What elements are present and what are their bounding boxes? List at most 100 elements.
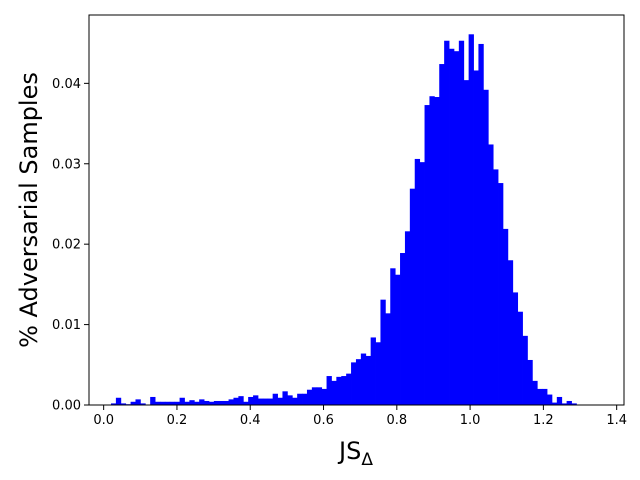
histogram-bar	[429, 96, 435, 405]
y-tick-label: 0.02	[52, 238, 81, 253]
histogram-bar	[140, 403, 146, 405]
histogram-bar	[341, 376, 347, 405]
histogram-bar	[365, 355, 372, 405]
y-tick-label: 0.00	[52, 399, 81, 414]
x-tick-label: 1.0	[460, 413, 481, 428]
plot-frame	[88, 14, 625, 406]
histogram-bar	[204, 400, 210, 405]
histogram-bar	[439, 64, 445, 406]
histogram-bar	[257, 398, 264, 405]
histogram-bar	[159, 401, 166, 405]
histogram-bar	[424, 105, 430, 405]
histogram-bar	[488, 144, 494, 405]
histogram-bar	[184, 401, 190, 405]
histogram-bar	[566, 400, 572, 405]
histogram-bar	[228, 399, 234, 405]
histogram-bar	[272, 393, 278, 405]
histogram-bar	[346, 373, 352, 405]
histogram-bar	[238, 396, 244, 405]
histogram-bar	[395, 274, 401, 405]
histogram-bar	[297, 393, 303, 405]
x-axis-title: JSΔ	[337, 437, 373, 470]
histogram-bar	[498, 183, 504, 405]
histogram-bar	[351, 362, 357, 405]
histogram-bar	[404, 231, 411, 405]
histogram-bar	[375, 342, 381, 405]
histogram-bar	[321, 388, 327, 405]
histogram-bar	[360, 353, 367, 405]
histogram-bar	[507, 260, 514, 405]
histogram-bar	[414, 158, 421, 405]
histogram-bar	[473, 70, 479, 405]
histogram-bar	[331, 380, 337, 405]
x-tick-label: 0.8	[386, 413, 407, 428]
histogram-bar	[213, 400, 220, 405]
histogram-bar	[512, 292, 519, 405]
x-tick-label: 0.4	[240, 413, 261, 428]
histogram-bar	[302, 393, 308, 405]
histogram-bar	[189, 400, 195, 405]
histogram-bar	[483, 89, 489, 405]
y-tick-label: 0.03	[52, 157, 81, 172]
plot-area	[89, 15, 624, 405]
histogram-bar	[522, 335, 528, 405]
histogram-bar	[155, 401, 161, 405]
x-tick-label: 0.2	[167, 413, 188, 428]
histogram-bar	[194, 401, 200, 405]
histogram-bar	[287, 395, 293, 405]
histogram-bar	[243, 401, 249, 405]
histogram-bar	[311, 387, 318, 405]
histogram-bar	[478, 43, 484, 405]
histogram-bar	[453, 51, 460, 405]
histogram-bar	[233, 397, 239, 405]
histogram-bar	[169, 401, 176, 405]
histogram-bar	[385, 313, 391, 405]
histogram-bar	[468, 34, 474, 406]
histogram-bar	[306, 389, 313, 405]
histogram-bar	[326, 376, 332, 405]
histogram-bar	[316, 387, 323, 405]
histogram-bar	[380, 299, 386, 405]
histogram-bar	[135, 399, 141, 405]
histogram-bar	[115, 397, 122, 405]
histogram-bar	[164, 401, 171, 405]
histogram-bar	[248, 396, 254, 405]
histogram-bar	[537, 388, 543, 405]
histogram-bar	[409, 188, 416, 405]
y-axis-title: % Adversarial Samples	[15, 72, 43, 348]
histogram-bar	[179, 397, 185, 405]
y-axis-ticks: 0.00 0.01 0.02 0.03 0.04	[52, 77, 89, 414]
histogram-bar	[253, 395, 259, 405]
histogram-bar	[390, 268, 396, 405]
histogram-bar	[150, 396, 156, 405]
histogram-bar	[110, 403, 117, 405]
histogram-bar	[449, 48, 455, 406]
x-tick-label: 1.4	[606, 413, 627, 428]
histogram-bar	[419, 162, 425, 405]
histogram-bar	[262, 398, 269, 405]
histogram-bar	[174, 401, 180, 405]
y-tick-label: 0.01	[52, 318, 81, 333]
histogram-bar	[444, 40, 450, 405]
histogram-bar	[463, 80, 470, 405]
histogram-bar	[277, 397, 283, 405]
x-tick-label: 1.2	[533, 413, 554, 428]
histogram-bar	[218, 400, 225, 405]
histogram-bar	[355, 359, 362, 405]
histogram-bar	[556, 396, 563, 405]
histogram-bar	[434, 97, 440, 406]
x-tick-label: 0.0	[93, 413, 114, 428]
histogram-bar	[370, 337, 376, 405]
histogram-bar	[547, 394, 553, 405]
histogram-bar	[292, 397, 298, 405]
histogram-bar	[532, 380, 538, 405]
histogram-bar	[502, 228, 509, 405]
histogram-bar	[282, 391, 288, 405]
histogram-bar	[493, 169, 499, 405]
histogram-bar	[336, 376, 342, 405]
histogram-bar	[400, 253, 406, 405]
histogram-bar	[208, 401, 215, 405]
histogram-bar	[120, 403, 127, 405]
histogram-bar	[130, 401, 136, 405]
histogram-bar	[527, 359, 533, 405]
